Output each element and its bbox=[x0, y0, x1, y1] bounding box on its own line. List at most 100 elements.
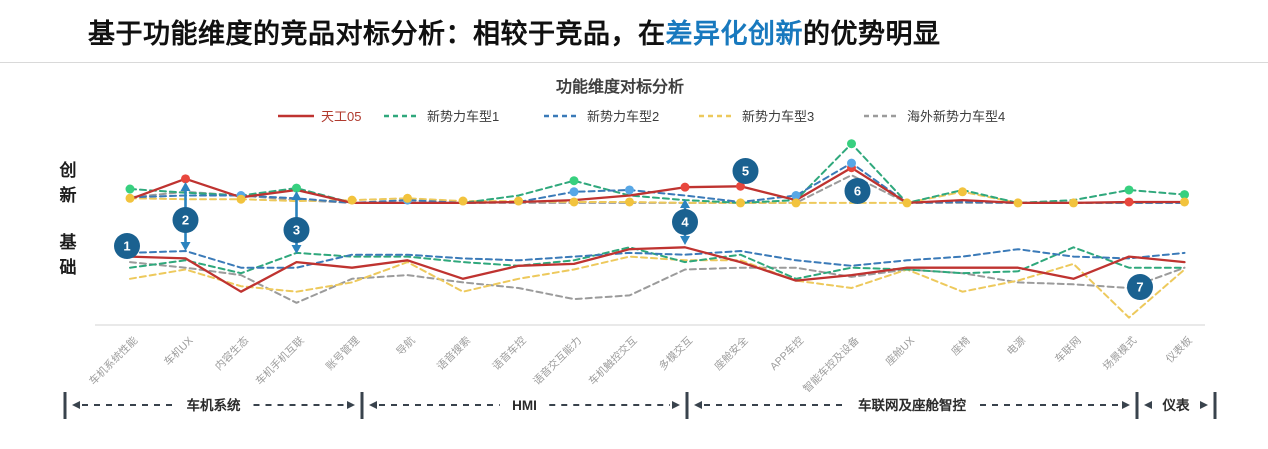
legend-item: 天工05 bbox=[278, 109, 361, 124]
series-line-basic-海外新势力车型4 bbox=[129, 261, 1186, 304]
series-markers bbox=[125, 139, 1189, 208]
arrow-down-icon bbox=[291, 245, 302, 254]
x-axis-label: 账号管理 bbox=[323, 334, 362, 373]
data-point-新势力车型2 bbox=[791, 191, 801, 200]
badge-circle bbox=[114, 233, 140, 259]
badge-number: 7 bbox=[1136, 280, 1143, 295]
group-label: HMI bbox=[512, 398, 537, 413]
x-axis-label: 语音搜索 bbox=[434, 334, 473, 373]
legend-label: 新势力车型1 bbox=[427, 109, 499, 124]
annotation-badge-7: 7 bbox=[1127, 274, 1153, 300]
data-point-新势力车型3 bbox=[958, 187, 967, 197]
data-point-新势力车型3 bbox=[569, 197, 579, 207]
group-label: 车联网及座舱智控 bbox=[858, 397, 966, 413]
x-axis-label: 车机UX bbox=[161, 334, 195, 368]
data-point-新势力车型1 bbox=[847, 139, 856, 149]
x-axis-label: 多模交互 bbox=[656, 334, 695, 373]
data-point-新势力车型3 bbox=[236, 194, 246, 204]
arrow-left-icon bbox=[1144, 401, 1152, 409]
data-point-新势力车型1 bbox=[1124, 185, 1134, 195]
data-point-天工05 bbox=[181, 174, 190, 184]
series-lines bbox=[128, 142, 1186, 319]
series-line-basic-新势力车型1 bbox=[129, 246, 1186, 280]
legend-item: 新势力车型3 bbox=[699, 109, 814, 124]
series-line-basic-天工05 bbox=[128, 246, 1186, 293]
data-point-新势力车型3 bbox=[791, 198, 801, 208]
badge-circle bbox=[732, 158, 759, 184]
group-label: 车机系统 bbox=[187, 397, 241, 413]
data-point-新势力车型3 bbox=[1069, 198, 1078, 208]
data-point-新势力车型2 bbox=[569, 187, 579, 197]
legend-item: 新势力车型1 bbox=[384, 109, 499, 124]
x-axis-label: 语音车控 bbox=[490, 334, 529, 373]
series-line-innovation-新势力车型1 bbox=[129, 142, 1186, 204]
title-divider bbox=[0, 62, 1268, 63]
data-point-新势力车型2 bbox=[847, 158, 856, 168]
data-point-新势力车型3 bbox=[458, 196, 468, 206]
arrow-up-icon bbox=[680, 199, 690, 208]
x-axis-label: 电源 bbox=[1004, 334, 1028, 358]
x-axis-label: 座舱安全 bbox=[712, 334, 751, 373]
x-axis-label: 车机系统性能 bbox=[86, 334, 140, 388]
data-point-新势力车型3 bbox=[736, 198, 745, 208]
x-axis-label: 车机手机互联 bbox=[253, 334, 307, 388]
badge-circle bbox=[672, 209, 698, 235]
data-point-天工05 bbox=[680, 182, 690, 192]
data-point-新势力车型3 bbox=[347, 195, 357, 205]
arrow-down-icon bbox=[180, 242, 191, 251]
annotation-badge-6: 6 bbox=[844, 178, 871, 204]
data-point-新势力车型3 bbox=[902, 198, 912, 208]
data-point-新势力车型3 bbox=[403, 193, 412, 203]
badge-number: 2 bbox=[182, 213, 189, 228]
data-point-新势力车型1 bbox=[292, 183, 301, 193]
arrow-right-icon bbox=[672, 401, 680, 409]
series-line-innovation-新势力车型3 bbox=[129, 190, 1186, 204]
badge-number: 5 bbox=[742, 164, 749, 179]
y-band-label: 创新 bbox=[59, 160, 77, 205]
annotations: 1 2 3 4 5 6 7 bbox=[114, 158, 1153, 300]
arrow-up-icon bbox=[291, 191, 302, 200]
data-point-天工05 bbox=[736, 181, 745, 191]
data-point-新势力车型1 bbox=[125, 184, 135, 194]
data-point-新势力车型2 bbox=[625, 185, 634, 195]
badge-number: 3 bbox=[293, 223, 300, 238]
badge-circle bbox=[844, 178, 871, 204]
x-axis-label: 座舱UX bbox=[883, 334, 917, 368]
data-point-新势力车型1 bbox=[569, 176, 579, 186]
x-axis-label: 仪表板 bbox=[1163, 334, 1195, 366]
arrow-left-icon bbox=[694, 401, 702, 409]
arrow-left-icon bbox=[369, 401, 377, 409]
badge-circle bbox=[172, 207, 199, 233]
group-label: 仪表 bbox=[1162, 397, 1191, 413]
series-line-innovation-天工05 bbox=[128, 166, 1186, 205]
x-axis-label: 场景模式 bbox=[1100, 334, 1139, 373]
data-point-新势力车型3 bbox=[514, 196, 523, 206]
x-axis-label: APP车控 bbox=[767, 334, 806, 373]
x-axis-label: 导航 bbox=[394, 334, 418, 358]
data-point-新势力车型3 bbox=[1013, 198, 1023, 208]
arrow-right-icon bbox=[1122, 401, 1130, 409]
badge-circle bbox=[283, 217, 310, 243]
badge-number: 1 bbox=[123, 239, 130, 254]
y-band-label: 基础 bbox=[59, 232, 78, 277]
series-line-basic-新势力车型2 bbox=[129, 248, 1186, 269]
arrow-right-icon bbox=[347, 401, 355, 409]
x-axis-label: 语音交互能力 bbox=[530, 334, 584, 388]
legend-label: 新势力车型2 bbox=[587, 109, 659, 124]
data-point-新势力车型3 bbox=[1180, 197, 1189, 207]
x-axis-label: 内容生态 bbox=[212, 334, 251, 373]
arrow-up-icon bbox=[180, 182, 191, 191]
badge-number: 6 bbox=[854, 184, 861, 199]
chart-region: 功能维度对标分析 天工05 新势力车型1 新势力车型2 新势力车型3 海外新势力车型4 创新… bbox=[0, 64, 1268, 444]
arrow-left-icon bbox=[72, 401, 80, 409]
annotation-badge-5: 5 bbox=[732, 158, 759, 184]
data-point-新势力车型3 bbox=[625, 197, 634, 207]
page-title-highlight: 差异化创新 bbox=[665, 19, 803, 49]
arrow-down-icon bbox=[680, 236, 690, 245]
legend-label: 天工05 bbox=[321, 109, 361, 124]
badge-number: 4 bbox=[681, 215, 689, 230]
data-point-新势力车型1 bbox=[1180, 190, 1189, 200]
annotation-badge-4: 4 bbox=[672, 209, 698, 235]
legend-label: 新势力车型3 bbox=[742, 109, 814, 124]
